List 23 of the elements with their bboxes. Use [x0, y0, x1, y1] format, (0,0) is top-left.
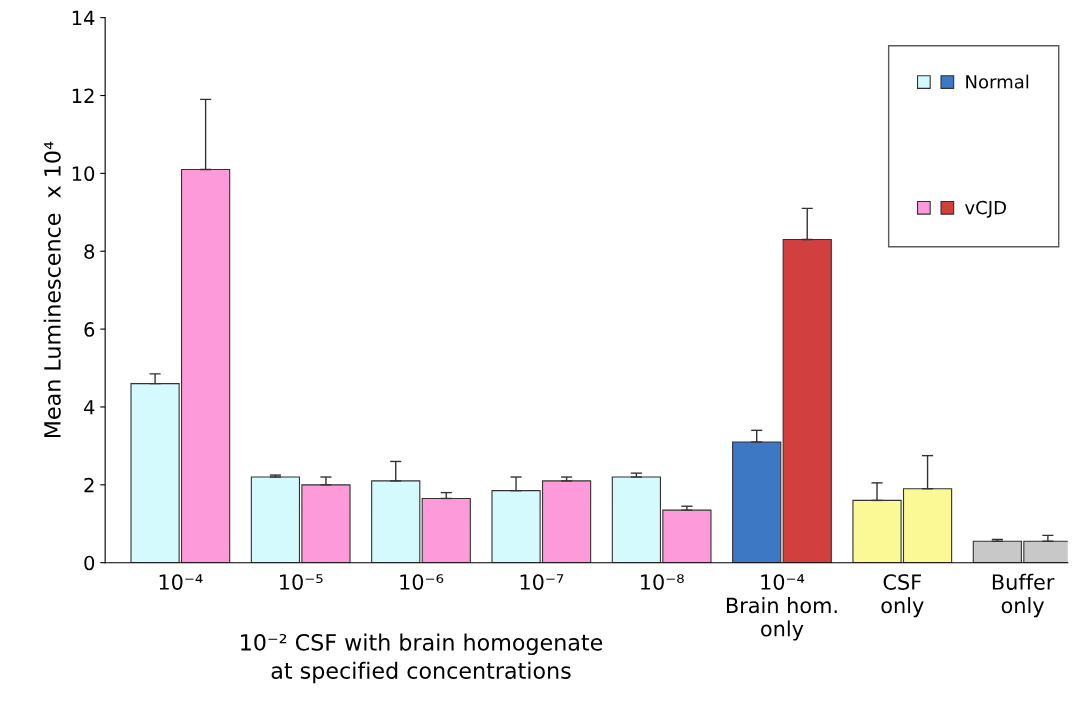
- legend-label: vCJD: [965, 200, 1006, 218]
- x-tick-label: 10⁻⁴: [159, 574, 203, 590]
- x-tick-label: 10⁻⁷: [520, 574, 564, 590]
- y-tick-label: 8: [84, 244, 95, 259]
- x-tick-label: CSF only: [881, 574, 924, 618]
- x-tick-label: 10⁻⁵: [280, 574, 323, 590]
- x-tick-label: 10⁻⁴ Brain hom. only: [726, 574, 837, 641]
- x-tick-label: Buffer only: [992, 573, 1055, 618]
- y-axis-title: Mean Luminescence x 10⁴: [43, 141, 61, 438]
- y-tick-label: 6: [84, 322, 95, 337]
- bar: [371, 480, 421, 563]
- y-tick-label: 10: [72, 166, 95, 182]
- text: 10⁻² CSF with brain homogenate at specified concentrations: [241, 633, 603, 684]
- y-tick-label: 2: [84, 477, 94, 493]
- x-tick-label: 10⁻⁸: [641, 574, 684, 590]
- y-tick-label: 12: [72, 88, 94, 103]
- bar: [732, 441, 782, 563]
- legend-label: Normal: [966, 74, 1029, 89]
- y-tick-label: 4: [84, 400, 95, 415]
- x-tick-label: 10⁻⁶: [400, 574, 444, 590]
- y-tick-label: 14: [72, 10, 95, 26]
- bar: [421, 497, 471, 563]
- y-tick-label: 0: [84, 555, 95, 571]
